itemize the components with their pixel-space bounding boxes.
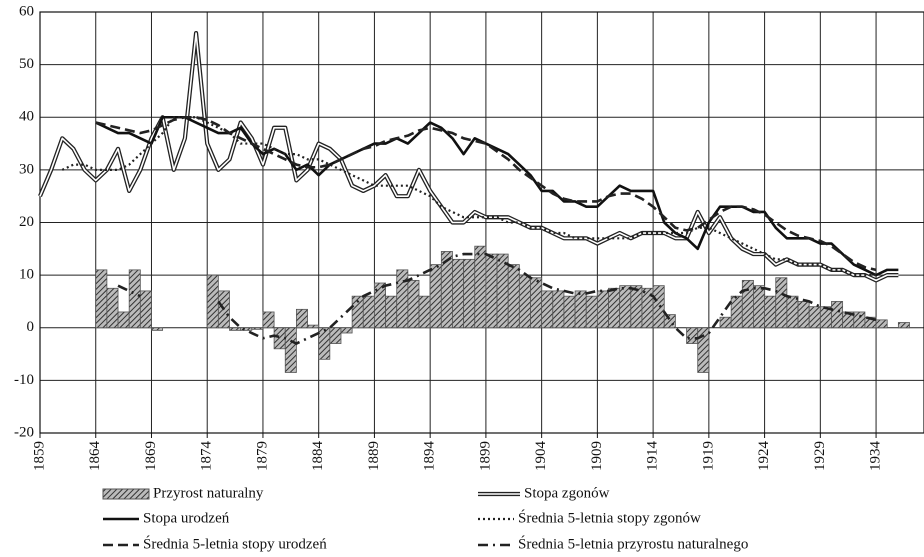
y-tick-label: 50	[19, 56, 34, 72]
x-tick-label: 1874	[199, 441, 215, 472]
bar	[95, 269, 108, 329]
line-outer	[38, 30, 899, 283]
bar	[775, 277, 788, 329]
legend-swatch	[102, 488, 150, 500]
x-tick-label: 1879	[254, 441, 270, 471]
y-tick-label: 60	[19, 3, 34, 19]
y-tick-label: -20	[14, 424, 34, 440]
bar	[240, 327, 253, 331]
y-tick-label: 30	[19, 161, 34, 177]
bar	[697, 327, 710, 373]
bar	[853, 311, 866, 329]
bar	[474, 245, 487, 329]
bar	[284, 327, 297, 373]
x-tick-label: 1899	[477, 441, 493, 471]
y-tick-label: 0	[27, 319, 35, 335]
x-tick-label: 1934	[868, 441, 884, 472]
bar	[385, 295, 398, 329]
bar	[362, 295, 375, 329]
x-tick-label: 1859	[31, 441, 47, 471]
x-tick-label: 1884	[310, 441, 326, 472]
bar	[753, 285, 765, 329]
bar	[797, 301, 810, 329]
bar	[117, 311, 130, 329]
x-tick-label: 1919	[700, 441, 716, 471]
bar	[808, 306, 821, 329]
bar	[463, 258, 476, 329]
bar	[719, 316, 732, 329]
bar	[686, 327, 699, 344]
bar	[730, 295, 743, 329]
legend-label: Średnia 5-letnia stopy urodzeń	[143, 535, 327, 552]
bar	[530, 277, 543, 329]
line	[117, 252, 877, 345]
line	[95, 115, 899, 277]
bar	[229, 327, 242, 331]
x-tick-label: 1909	[589, 441, 605, 471]
bar	[507, 264, 520, 329]
bar	[340, 327, 353, 334]
bar	[139, 290, 152, 329]
legend-label: Przyrost naturalny	[153, 485, 264, 501]
bar	[485, 253, 498, 329]
bar	[663, 314, 676, 329]
bar	[262, 311, 275, 329]
bar	[875, 319, 888, 329]
x-tick-label: 1894	[422, 441, 438, 472]
bar	[541, 290, 554, 329]
bar	[619, 285, 632, 329]
x-tick-label: 1889	[366, 441, 382, 471]
bar	[307, 324, 320, 329]
x-tick-label: 1929	[812, 441, 828, 471]
x-tick-label: 1924	[756, 441, 772, 472]
y-tick-label: 40	[19, 109, 34, 125]
x-tick-label: 1869	[143, 441, 159, 471]
bar	[741, 279, 754, 329]
bar	[295, 308, 308, 329]
bar	[429, 264, 442, 329]
x-tick-label: 1864	[87, 441, 103, 472]
bar	[396, 269, 409, 329]
bar	[652, 285, 665, 329]
y-tick-label: -10	[14, 372, 34, 388]
bar	[608, 287, 621, 329]
line-inner	[39, 32, 899, 282]
bar	[596, 290, 609, 329]
bar	[585, 295, 598, 329]
bar	[151, 327, 164, 331]
bar	[897, 322, 910, 329]
legend-label: Średnia 5-letnia przyrostu naturalnego	[518, 535, 748, 552]
bar	[128, 269, 141, 329]
y-tick-label: 20	[19, 214, 34, 230]
bar	[407, 279, 420, 329]
bar	[452, 258, 465, 329]
bar	[574, 290, 587, 329]
bar	[764, 295, 777, 329]
legend-label: Średnia 5-letnia stopy zgonów	[518, 509, 701, 526]
bar	[318, 327, 331, 360]
bar	[106, 287, 119, 329]
x-tick-label: 1914	[645, 441, 661, 472]
bar	[251, 327, 264, 330]
bar	[831, 301, 844, 329]
bar	[329, 327, 342, 344]
plot-frame	[39, 11, 924, 434]
bar	[206, 274, 219, 329]
bar	[273, 327, 286, 350]
bar	[552, 290, 565, 329]
bar	[786, 295, 799, 329]
bar	[418, 295, 431, 329]
x-tick-label: 1904	[533, 441, 549, 472]
bar	[563, 295, 576, 329]
bar	[630, 285, 643, 329]
legend-label: Stopa urodzeń	[143, 510, 230, 526]
line	[95, 115, 877, 272]
bar	[518, 274, 531, 329]
y-tick-label: 10	[19, 267, 34, 283]
legend-label: Stopa zgonów	[524, 485, 610, 501]
